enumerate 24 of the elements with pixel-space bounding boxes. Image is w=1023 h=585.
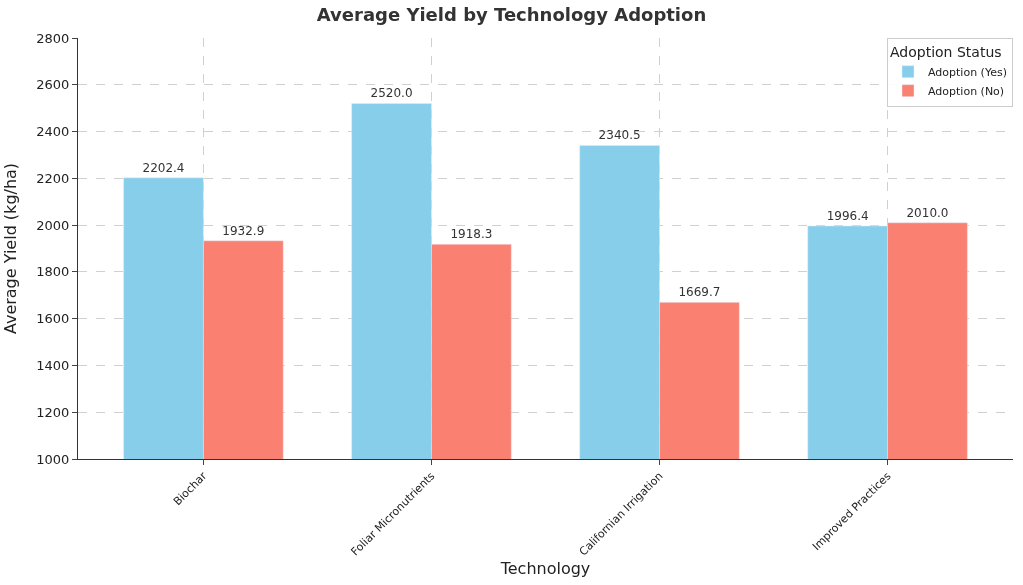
y-tick-label: 2000 — [36, 217, 70, 233]
data-label: 2010.0 — [906, 205, 949, 220]
y-axis-title: Average Yield (kg/ha) — [1, 162, 21, 335]
legend-title: Adoption Status — [890, 44, 1002, 61]
chart-title: Average Yield by Technology Adoption — [316, 4, 707, 26]
data-label: 1996.4 — [826, 208, 869, 223]
data-label: 1932.9 — [222, 223, 265, 238]
y-tick-label: 1200 — [36, 404, 70, 420]
data-label: 2520.0 — [370, 86, 413, 101]
x-axis-title: Technology — [499, 559, 591, 579]
data-label: 1669.7 — [678, 285, 721, 300]
data-label: 2340.5 — [598, 128, 641, 143]
y-tick-label: 2800 — [36, 30, 70, 46]
y-tick-label: 2600 — [36, 77, 70, 93]
y-tick-label: 2400 — [36, 124, 70, 140]
legend-label: Adoption (No) — [928, 84, 1005, 98]
y-tick-label: 1600 — [36, 311, 70, 327]
data-label: 1918.3 — [450, 227, 493, 242]
y-tick-label: 1000 — [36, 451, 70, 467]
legend-label: Adoption (Yes) — [928, 65, 1007, 79]
y-tick-label: 1400 — [36, 357, 70, 373]
y-tick-label: 1800 — [36, 264, 70, 280]
y-tick-label: 2200 — [36, 170, 70, 186]
data-label: 2202.4 — [142, 160, 185, 175]
